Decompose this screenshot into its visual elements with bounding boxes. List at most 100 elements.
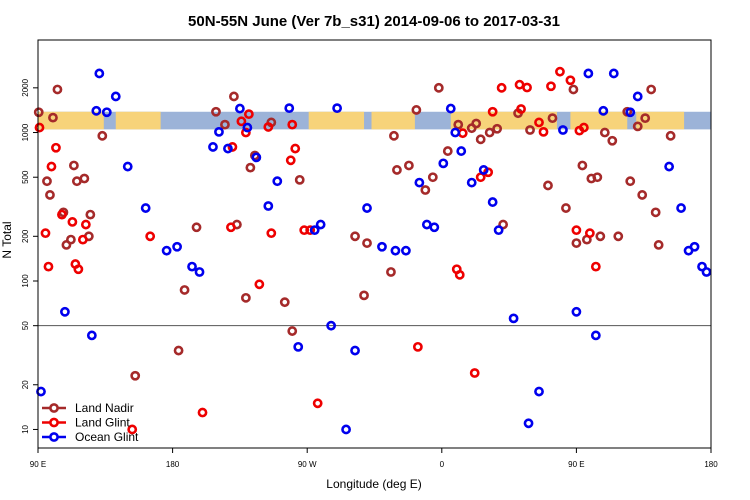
land-nadir-point — [33, 107, 44, 118]
land-nadir-point — [130, 370, 141, 381]
x-tick-label: 90 W — [298, 460, 317, 469]
land-glint-point — [77, 234, 88, 245]
land-nadir-point — [97, 130, 108, 141]
ocean-glint-point — [350, 345, 360, 356]
land-nadir-point — [411, 105, 422, 115]
x-tick-label: 180 — [704, 460, 718, 469]
land-glint-point — [40, 228, 51, 239]
land-nadir-point — [599, 127, 610, 138]
land-nadir-point — [427, 172, 438, 183]
land-nadir-point — [68, 160, 79, 171]
land-glint-point — [80, 219, 91, 230]
y-axis-label: N Total — [0, 221, 14, 258]
land-nadir-point — [389, 130, 399, 141]
land-glint-point — [565, 75, 576, 86]
x-tick-label: 0 — [440, 460, 445, 469]
land-glint-point — [197, 407, 208, 418]
land-glint-point — [538, 126, 549, 137]
legend-marker — [49, 403, 59, 413]
ocean-glint-point — [583, 68, 594, 79]
land-glint-point — [457, 128, 468, 139]
land-nadir-point — [179, 285, 190, 295]
land-nadir-point — [484, 127, 495, 138]
ocean-glint-point — [571, 306, 582, 317]
y-tick-label: 20 — [21, 380, 30, 389]
ocean-glint-point — [60, 306, 70, 317]
ocean-glint-point — [326, 320, 337, 331]
land-glint-point — [73, 264, 84, 275]
land-nadir-point — [543, 180, 553, 191]
land-glint-point — [240, 127, 251, 138]
land-nadir-point — [625, 176, 636, 187]
legend-marker — [49, 432, 59, 442]
land-glint-point — [534, 117, 544, 128]
land-nadir-point — [632, 121, 643, 132]
land-nadir-point — [392, 165, 402, 175]
land-nadir-point — [79, 173, 90, 184]
ocean-glint-point — [625, 107, 636, 118]
land-glint-point — [57, 209, 67, 220]
band-land-segment — [371, 111, 415, 130]
land-nadir-point — [492, 123, 503, 134]
land-glint-point — [285, 155, 296, 166]
band-land-segment — [450, 111, 557, 130]
land-nadir-point — [650, 207, 661, 218]
land-glint-point — [67, 217, 78, 227]
ocean-glint-point — [242, 122, 253, 133]
ocean-glint-point — [590, 330, 601, 341]
plot-frame — [37, 39, 712, 449]
land-nadir-point — [42, 176, 52, 187]
land-nadir-point — [386, 267, 396, 277]
data-points — [33, 66, 712, 435]
land-ocean-band — [38, 111, 711, 130]
ocean-glint-point — [401, 245, 411, 256]
land-nadir-point — [592, 172, 603, 183]
land-glint-point — [46, 161, 57, 172]
land-nadir-point — [561, 203, 571, 213]
land-nadir-point — [568, 84, 579, 95]
ocean-glint-point — [598, 105, 609, 116]
land-glint-point — [546, 81, 556, 92]
land-glint-point — [287, 119, 298, 130]
ocean-glint-point — [187, 261, 197, 272]
y-tick-label: 2000 — [21, 78, 30, 96]
land-nadir-point — [420, 185, 431, 195]
land-nadir-point — [571, 238, 582, 248]
ocean-glint-point — [487, 197, 498, 207]
land-glint-point — [469, 368, 480, 378]
ocean-glint-point — [110, 91, 121, 102]
land-nadir-point — [359, 290, 369, 301]
ocean-glint-point — [251, 152, 262, 163]
land-glint-point — [571, 225, 582, 236]
land-nadir-point — [653, 240, 664, 250]
ocean-glint-point — [534, 386, 544, 397]
land-nadir-point — [48, 112, 58, 123]
ocean-glint-point — [101, 107, 112, 118]
land-glint-point — [584, 228, 595, 239]
land-nadir-point — [245, 162, 256, 173]
land-nadir-point — [637, 190, 648, 200]
land-nadir-point — [287, 326, 298, 336]
y-tick-label: 100 — [21, 274, 30, 288]
ocean-glint-point — [272, 176, 283, 187]
land-nadir-point — [71, 176, 82, 187]
ocean-glint-point — [390, 245, 401, 256]
land-nadir-point — [665, 130, 676, 141]
y-tick-label: 500 — [21, 170, 30, 184]
x-tick-label: 90 E — [568, 460, 584, 469]
land-glint-point — [578, 122, 589, 133]
land-glint-point — [127, 424, 138, 435]
ocean-glint-point — [234, 103, 245, 114]
land-nadir-point — [294, 174, 305, 185]
ocean-glint-point — [140, 203, 151, 213]
land-glint-point — [487, 106, 498, 117]
ocean-glint-point — [332, 103, 343, 114]
land-nadir-point — [229, 91, 239, 102]
y-tick-label: 10 — [21, 424, 30, 433]
x-tick-label: 90 E — [30, 460, 46, 469]
chart-title: 50N-55N June (Ver 7b_s31) 2014-09-06 to … — [188, 13, 560, 30]
ocean-glint-point — [689, 241, 700, 252]
land-nadir-point — [475, 134, 486, 145]
